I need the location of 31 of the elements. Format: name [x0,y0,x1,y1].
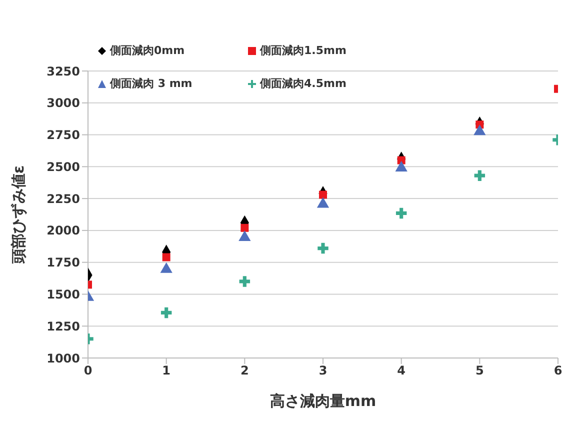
x-tick-label: 0 [84,364,92,378]
x-tick-label: 3 [318,364,328,378]
legend-label: 側面減肉4.5mm [260,76,346,91]
x-axis-title: 高さ減肉量mm [270,392,376,410]
x-tick-label: 6 [554,364,562,378]
y-tick-label: 1750 [46,256,80,270]
y-tick-label: 1500 [46,287,80,302]
x-tick-label: 4 [397,364,406,378]
y-tick-label: 3250 [46,64,80,78]
point [396,208,407,219]
y-tick-label: 2000 [46,224,80,238]
point [318,242,328,254]
y-tick-label: 1000 [46,351,80,366]
legend-label: 側面減肉 3 mm [110,76,192,91]
y-tick-label: 2750 [46,128,80,142]
legend-label: 側面減肉1.5mm [260,43,346,58]
point [240,224,249,232]
y-tick-label: 1250 [46,319,80,334]
point [162,253,170,262]
x-tick-label: 2 [240,364,249,378]
y-tick-label: 3000 [46,96,80,110]
point [474,170,486,181]
y-axis-title: 頭部ひずみ値ε [9,165,28,265]
y-tick-label: 2500 [46,160,80,174]
x-tick-label: 5 [475,364,484,378]
point [239,276,250,287]
point [474,124,486,136]
point [160,307,172,318]
x-tick-label: 1 [162,364,171,378]
y-tick-label: 2250 [46,192,80,206]
legend-label: 側面減肉0mm [110,43,185,58]
